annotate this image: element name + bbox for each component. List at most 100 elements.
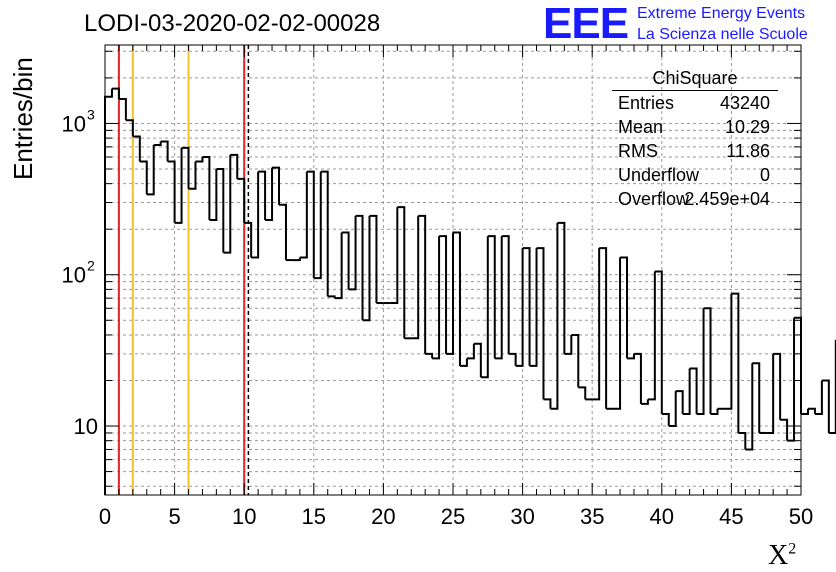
- histogram-bin: [167, 160, 176, 223]
- histogram-bin: [265, 167, 274, 222]
- x-tick-label: 5: [168, 504, 180, 529]
- histogram-bin: [125, 119, 134, 137]
- y-tick-label: 10: [74, 414, 98, 439]
- histogram-bin: [814, 380, 823, 416]
- stats-row: Overflow 2.459e+04: [612, 187, 778, 211]
- histogram-bin: [223, 154, 232, 254]
- histogram-bin: [557, 221, 566, 354]
- stats-value: 43240: [719, 93, 770, 113]
- histogram-bin: [362, 215, 371, 322]
- histogram-bin: [647, 271, 656, 401]
- histogram-bin: [272, 166, 280, 205]
- histogram-bin: [209, 168, 218, 222]
- histogram-bin: [299, 171, 308, 259]
- histogram-bin: [710, 408, 719, 416]
- histogram-bin: [104, 88, 113, 495]
- x-tick-label: 35: [580, 504, 604, 529]
- histogram-bin: [654, 270, 663, 415]
- histogram-bin: [397, 206, 406, 339]
- histogram-bin: [696, 308, 705, 416]
- histogram-bin: [320, 170, 329, 297]
- histogram-bin: [801, 408, 809, 416]
- histogram-bin: [536, 247, 545, 400]
- histogram-bin: [682, 368, 691, 416]
- x-tick-label: 15: [302, 504, 326, 529]
- histogram-bin: [599, 247, 608, 409]
- histogram-bin: [640, 399, 649, 405]
- histogram-bin: [411, 215, 420, 340]
- y-tick-exponent: 2: [87, 258, 95, 274]
- y-tick-exponent: 3: [87, 106, 95, 122]
- histogram-bin: [661, 413, 670, 427]
- histogram-bin: [459, 358, 468, 367]
- histogram-bin: [821, 379, 830, 433]
- histogram-bin: [675, 390, 684, 415]
- y-axis-label: Entries/bin: [8, 57, 38, 180]
- chart-title: LODI-03-2020-02-02-00028: [84, 10, 381, 37]
- histogram-bin: [237, 177, 246, 223]
- x-tick-label: 0: [99, 504, 111, 529]
- histogram-bin: [216, 167, 225, 253]
- stats-label: RMS: [618, 141, 658, 161]
- histogram-bin: [578, 386, 587, 400]
- histogram-bin: [515, 248, 524, 367]
- histogram-bin: [118, 98, 127, 121]
- histogram-bin: [787, 317, 796, 442]
- histogram-bin: [341, 231, 350, 290]
- stats-value: 2.459e+04: [684, 189, 770, 209]
- x-tick-label: 50: [789, 504, 813, 529]
- histogram-bin: [738, 431, 747, 450]
- x-tick-label: 45: [719, 504, 743, 529]
- histogram-bin: [432, 236, 441, 360]
- histogram-bin: [703, 307, 712, 415]
- histogram-bin: [160, 140, 169, 162]
- histogram-bin: [153, 141, 162, 147]
- histogram-bin: [251, 171, 260, 259]
- histogram-bin: [446, 232, 454, 355]
- histogram-bin: [195, 157, 204, 163]
- histogram-bin: [355, 214, 364, 321]
- histogram-bin: [752, 362, 761, 433]
- stats-label: Mean: [618, 117, 664, 137]
- eee-logo: EEE: [543, 0, 629, 48]
- histogram-bin: [146, 145, 155, 196]
- histogram-bin: [613, 257, 622, 410]
- histogram-bin: [139, 160, 148, 195]
- histogram-bin: [111, 87, 120, 100]
- histogram-bin: [244, 221, 253, 258]
- stats-value: 0: [759, 165, 770, 185]
- histogram-bin: [529, 248, 538, 367]
- histogram-bin: [258, 170, 267, 221]
- histogram-bin: [668, 391, 677, 428]
- stats-row: Mean 10.29: [612, 115, 778, 139]
- histogram-bin: [181, 146, 190, 189]
- histogram-bin: [306, 170, 315, 279]
- histogram-bin: [794, 316, 802, 415]
- histogram-bin: [766, 353, 775, 434]
- histogram-bin: [571, 333, 580, 388]
- histogram-bin: [501, 235, 510, 354]
- histogram-bin: [348, 215, 357, 291]
- histogram-bin: [543, 398, 552, 409]
- logo-line-2: La Scienza nelle Scuole: [637, 26, 808, 43]
- stats-value: 10.29: [724, 117, 770, 137]
- stats-label: Overflow: [618, 189, 690, 209]
- histogram-bin: [807, 407, 816, 415]
- histogram-bin: [522, 247, 531, 366]
- histogram-bin: [292, 257, 301, 262]
- x-tick-label: 20: [371, 504, 395, 529]
- stats-value: 11.86: [726, 141, 770, 161]
- histogram-bin: [724, 293, 733, 410]
- x-tick-label: 30: [510, 504, 534, 529]
- histogram-bin: [592, 248, 601, 401]
- histogram-bin: [633, 352, 642, 404]
- stats-box: ChiSquare Entries 43240 Mean 10.29 RMS 11.8…: [612, 68, 778, 211]
- stats-label: Underflow: [618, 165, 700, 185]
- stats-label: Entries: [618, 93, 675, 113]
- y-tick-label: 10: [62, 263, 86, 288]
- histogram-bin: [620, 256, 628, 359]
- histogram-bin: [689, 367, 698, 415]
- histogram-bin: [313, 171, 322, 280]
- histogram-bin: [828, 340, 836, 434]
